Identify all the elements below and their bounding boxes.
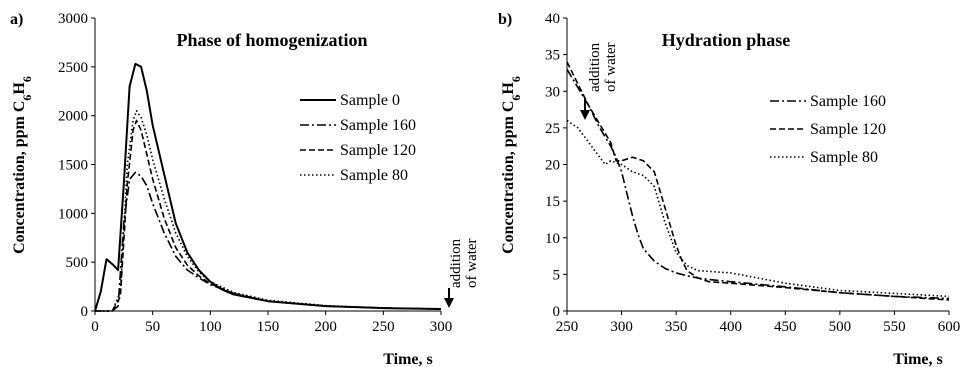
panel-b-series-sample-160 bbox=[566, 68, 950, 300]
panel-b-legend-label: Sample 160 bbox=[810, 93, 886, 110]
panel-a: a) Phase of homogenization Concentration… bbox=[10, 11, 480, 367]
panel-b-x-tick-label: 500 bbox=[829, 319, 852, 335]
panel-b-label: b) bbox=[498, 11, 512, 28]
panel-b-y-tick-label: 40 bbox=[545, 11, 560, 27]
panel-a-legend-label: Sample 0 bbox=[340, 92, 400, 109]
panel-b-annotation: addition of water bbox=[580, 42, 619, 120]
panel-b-annotation-line2: of water bbox=[603, 42, 619, 92]
panel-a-annotation-line1: addition bbox=[448, 238, 464, 288]
panel-a-y-tick-label: 3000 bbox=[58, 11, 88, 27]
panel-b-arrow-head bbox=[580, 110, 590, 120]
panel-b-x-tick-label: 450 bbox=[774, 319, 797, 335]
panel-a-x-tick-label: 200 bbox=[314, 319, 337, 335]
panel-a-legend-label: Sample 120 bbox=[340, 142, 416, 159]
panel-a-x-tick-label: 100 bbox=[199, 319, 222, 335]
panel-b-series-sample-80 bbox=[566, 119, 950, 298]
panel-a-label: a) bbox=[10, 11, 23, 28]
panel-b-x-tick-label: 550 bbox=[883, 319, 906, 335]
panel-a-x-tick-label: 50 bbox=[145, 319, 160, 335]
panel-b-x-tick-label: 350 bbox=[665, 319, 688, 335]
panel-b-legend-label: Sample 80 bbox=[810, 149, 878, 166]
panel-b-y-tick-label: 25 bbox=[545, 121, 560, 137]
panel-b-series-sample-120 bbox=[566, 61, 950, 301]
panel-a-annotation-line2: of water bbox=[464, 238, 480, 288]
panel-a-series-sample-80 bbox=[95, 110, 442, 312]
panel-b-y-tick-label: 5 bbox=[553, 267, 561, 283]
panel-a-x-tick-label: 150 bbox=[257, 319, 280, 335]
panel-b-legend-label: Sample 120 bbox=[810, 121, 886, 138]
panel-a-xlabel: Time, s bbox=[383, 351, 432, 367]
panel-b-y-tick-label: 10 bbox=[545, 231, 560, 247]
panel-a-lines bbox=[94, 62, 442, 312]
panel-b-lines bbox=[566, 61, 950, 301]
panel-a-arrow-head bbox=[444, 298, 454, 308]
panel-b-annotation-line1: addition bbox=[587, 42, 603, 92]
panel-a-series-sample-160 bbox=[95, 171, 442, 312]
panel-b-x-tick-label: 600 bbox=[938, 319, 961, 335]
panel-a-x-tick-label: 250 bbox=[372, 319, 395, 335]
panel-b-x-tick-label: 250 bbox=[556, 319, 579, 335]
panel-b: b) Hydration phase Concentration, ppm C6… bbox=[498, 11, 960, 367]
panel-b-y-tick-label: 15 bbox=[545, 194, 560, 210]
panel-b-xlabel: Time, s bbox=[893, 351, 942, 367]
panel-b-title: Hydration phase bbox=[662, 30, 791, 50]
panel-b-y-tick-label: 30 bbox=[545, 84, 560, 100]
panel-a-axes: 0 500 1000 1500 2000 2500 3000 0 50 100 150 200 250 3… bbox=[58, 11, 452, 335]
panel-a-series-sample-120 bbox=[95, 119, 442, 312]
panel-a-ylabel: Concentration, ppm C6H6 bbox=[11, 76, 34, 254]
panel-a-legend: Sample 0 Sample 160 Sample 120 Sample 80 bbox=[300, 92, 416, 184]
panel-b-ylabel: Concentration, ppm C6H6 bbox=[500, 76, 523, 254]
panel-b-y-tick-label: 35 bbox=[545, 48, 560, 64]
panel-a-legend-label: Sample 160 bbox=[340, 117, 416, 134]
panel-a-y-tick-label: 1500 bbox=[58, 158, 88, 174]
panel-a-x-tick-label: 300 bbox=[430, 319, 453, 335]
panel-b-x-tick-label: 300 bbox=[610, 319, 633, 335]
panel-b-y-tick-label: 20 bbox=[545, 158, 560, 174]
panel-a-title: Phase of homogenization bbox=[177, 30, 368, 50]
panel-a-y-tick-label: 1000 bbox=[58, 206, 88, 222]
panel-a-y-tick-label: 2500 bbox=[58, 60, 88, 76]
panel-a-y-tick-label: 500 bbox=[66, 255, 89, 271]
panel-b-axes: 0 5 10 15 20 25 30 35 40 250 300 350 400 450 500 550 600 bbox=[545, 11, 960, 335]
panel-a-y-tick-label: 2000 bbox=[58, 109, 88, 125]
panel-a-x-tick-label: 0 bbox=[91, 319, 99, 335]
panel-a-annotation: addition of water bbox=[444, 238, 480, 308]
panel-b-x-tick-label: 400 bbox=[719, 319, 742, 335]
panel-b-y-tick-label: 0 bbox=[553, 304, 561, 320]
panel-a-legend-label: Sample 80 bbox=[340, 167, 408, 184]
panel-b-legend: Sample 160 Sample 120 Sample 80 bbox=[770, 93, 886, 166]
panel-a-y-tick-label: 0 bbox=[81, 304, 89, 320]
